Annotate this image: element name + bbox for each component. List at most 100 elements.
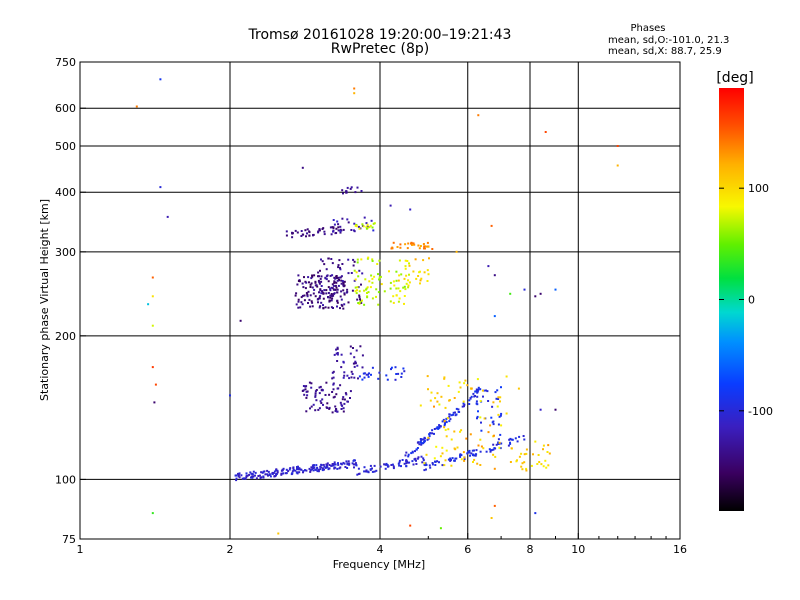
echo-point [335,286,338,289]
echo-point [336,299,339,302]
echo-point [353,356,356,359]
echo-point [363,372,366,375]
echo-point [464,379,467,382]
echo-point [334,410,337,413]
echo-point [310,386,313,389]
echo-point [421,461,424,464]
echo-point [314,392,317,395]
echo-point [240,474,243,477]
y-axis-label: Stationary phase Virtual Height [km] [38,199,51,401]
echo-point [321,388,324,391]
echo-point [328,407,331,410]
echo-point [371,260,374,262]
echo-point [434,460,437,463]
echo-point [356,186,359,189]
echo-point [525,469,528,472]
echo-point [342,307,345,310]
echo-point [420,441,423,444]
echo-point [462,400,465,403]
echo-point [350,229,353,231]
echo-point [336,360,339,362]
echo-point [554,288,557,291]
echo-point [384,463,387,466]
echo-point [369,464,372,467]
echo-point [383,290,386,293]
echo-point [480,445,483,448]
echo-point [314,284,317,287]
echo-point [327,296,330,299]
echo-point [473,458,476,461]
echo-point [358,302,361,305]
echo-point [371,470,374,473]
echo-point [547,464,550,467]
echo-point [340,366,343,369]
echo-point [371,366,374,369]
echo-point [373,275,376,278]
echo-point [337,462,339,465]
echo-point [499,433,502,436]
echo-point [397,462,400,465]
echo-point [321,467,324,470]
echo-point [358,375,361,378]
echo-point [307,276,310,279]
y-tick-label: 75 [62,533,76,546]
echo-point [347,460,350,463]
colorbar-ticks: 100 0 -100 [719,182,773,418]
echo-point [433,405,435,408]
echo-point [298,467,301,470]
echo-point [431,462,434,464]
echo-point [361,354,364,357]
echo-point [509,442,512,445]
echo-point [460,429,463,432]
echo-point [337,463,340,466]
echo-point [408,273,410,276]
echo-point [353,92,356,95]
echo-point [332,226,335,229]
echo-point [332,307,334,309]
echo-point [468,449,471,452]
echo-point [301,233,304,236]
echo-point [339,401,342,404]
echo-point [499,447,502,450]
echo-point [375,295,377,298]
echo-point [407,286,410,289]
echo-point [383,463,386,466]
echo-point [429,432,432,435]
echo-point [399,246,402,249]
echo-point [350,370,353,373]
echo-point [306,293,309,296]
echo-point [514,437,517,440]
echo-point [271,472,274,475]
echo-point [463,458,466,461]
echo-point [510,438,513,441]
echo-point [525,452,528,455]
echo-point [336,387,339,390]
echo-point [340,290,343,293]
echo-point [336,346,339,349]
echo-point [439,425,442,428]
echo-point [371,297,374,300]
echo-point [397,287,400,290]
echo-point [405,274,408,277]
echo-point [318,386,321,389]
echo-point [444,428,447,431]
echo-point [320,301,323,304]
echo-point [314,295,317,298]
echo-point [523,461,526,464]
echo-point [489,424,492,427]
echo-point [410,242,412,245]
echo-point [291,470,294,473]
echo-point [403,370,406,373]
echo-point [323,233,326,236]
echo-point [273,470,276,473]
x-tick-label: 4 [377,543,384,556]
echo-point [411,243,414,246]
echo-point [229,394,231,397]
echo-point [336,277,338,280]
echo-point [369,224,372,227]
echo-point [350,272,353,274]
echo-point [340,353,343,356]
echo-point [305,281,308,284]
echo-point [398,297,401,300]
echo-point [333,223,336,226]
